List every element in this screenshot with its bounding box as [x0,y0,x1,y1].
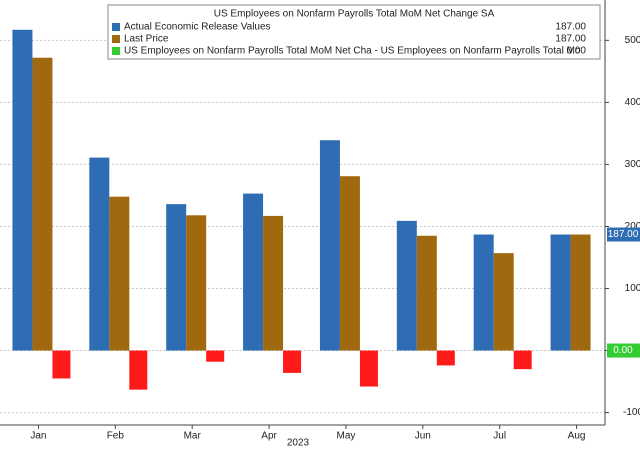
last-value-label: 187.00 [608,229,639,240]
legend-value: 187.00 [555,34,586,45]
legend-swatch [112,47,120,55]
x-axis-label: 2023 [287,438,310,449]
x-tick-label: Aug [568,431,586,442]
bar [12,29,33,351]
bar [416,235,437,351]
bar [283,350,302,373]
bar [396,220,417,351]
bar [570,234,591,351]
y-tick-label: 500 [625,35,640,46]
bar [339,176,360,351]
bar [206,350,225,362]
bar [436,350,455,366]
last-value-badge [607,343,640,358]
legend-label: Last Price [124,34,169,45]
y-tick-label: -100 [623,407,640,418]
y-tick-label: 100 [625,283,640,294]
bar [186,215,207,351]
y-tick-label: 300 [625,159,640,170]
bar [319,140,340,351]
legend-value: 187.00 [555,22,586,33]
bar [52,350,71,379]
x-tick-label: Feb [107,431,125,442]
legend-box [107,4,601,60]
legend-label: Actual Economic Release Values [124,22,271,33]
last-value-label: 0.00 [613,345,633,356]
bar [359,350,378,387]
y-tick-label: 200 [625,221,640,232]
bar [109,196,130,351]
x-tick-label: Apr [261,431,277,442]
bar [493,253,514,351]
bar [263,215,284,351]
bar [129,350,148,390]
bar [243,193,264,351]
bar [89,157,110,351]
x-tick-label: Jul [493,431,506,442]
legend-value: 0.00 [567,46,587,57]
legend-swatch [112,23,120,31]
x-tick-label: May [336,431,355,442]
bar [513,350,532,370]
x-tick-label: Jan [30,431,46,442]
bar [32,57,53,351]
legend-swatch [112,35,120,43]
bar [473,234,494,351]
legend-label: US Employees on Nonfarm Payrolls Total M… [124,46,581,57]
x-tick-label: Mar [184,431,202,442]
bar [166,204,187,351]
bar [550,234,571,351]
x-tick-label: Jun [415,431,431,442]
last-value-badge [607,227,640,242]
chart-title: US Employees on Nonfarm Payrolls Total M… [214,9,495,20]
y-tick-label: 400 [625,97,640,108]
